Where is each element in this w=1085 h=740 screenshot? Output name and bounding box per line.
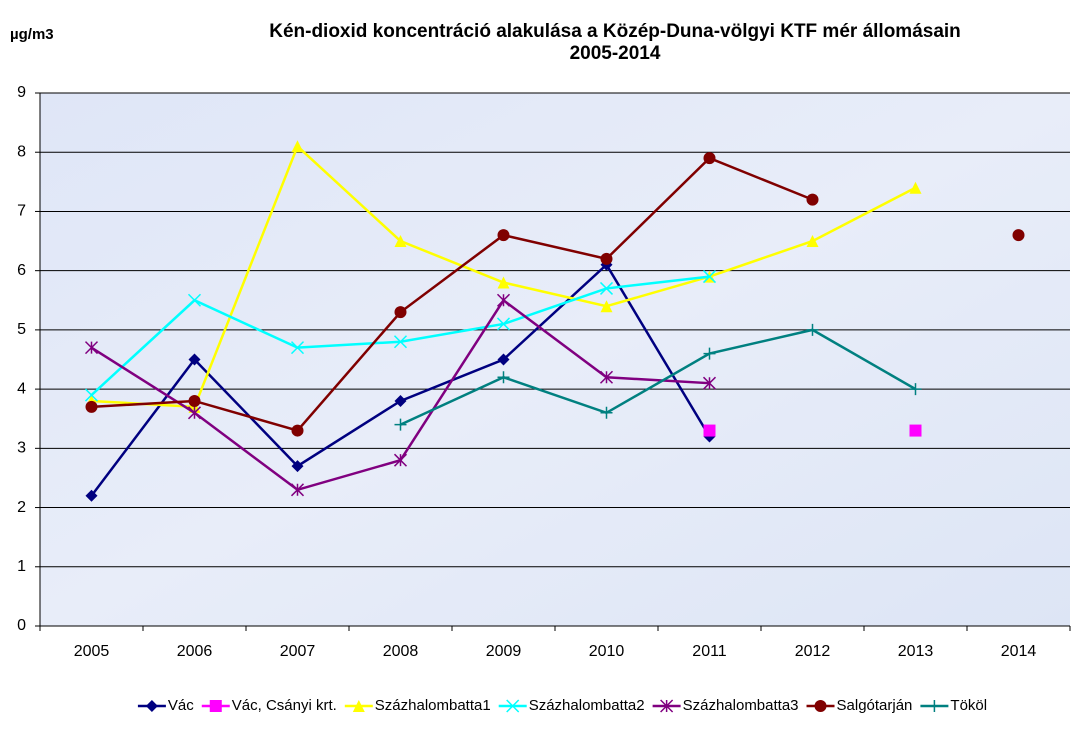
marker	[496, 317, 511, 331]
chart-title: 2005-2014	[570, 43, 661, 64]
marker	[806, 235, 819, 248]
series-line	[399, 328, 917, 426]
marker	[393, 453, 408, 467]
marker	[660, 699, 674, 713]
marker	[84, 341, 99, 355]
marker	[291, 460, 304, 473]
y-tick-label: 2	[17, 499, 26, 516]
x-tick-label: 2013	[898, 643, 934, 660]
marker	[497, 276, 510, 289]
marker	[84, 388, 99, 402]
marker	[393, 335, 408, 349]
marker	[600, 406, 613, 419]
marker	[145, 700, 158, 712]
marker	[394, 235, 407, 248]
marker	[188, 353, 201, 366]
marker	[806, 323, 819, 336]
marker	[291, 424, 304, 437]
x-tick-label: 2006	[177, 643, 213, 660]
marker	[188, 394, 201, 407]
marker	[209, 700, 222, 712]
legend-label: Tököl	[950, 697, 987, 714]
marker	[506, 699, 520, 713]
marker	[85, 489, 98, 502]
y-tick-label: 5	[17, 321, 26, 338]
y-tick-label: 6	[17, 262, 26, 279]
marker	[290, 341, 305, 355]
legend-label: Százhalombatta2	[529, 697, 645, 714]
marker	[85, 400, 98, 413]
x-tick-label: 2010	[589, 643, 625, 660]
marker	[187, 406, 202, 420]
marker	[497, 229, 510, 242]
y-tick-label: 3	[17, 440, 26, 457]
chart-title: Kén-dioxid koncentráció alakulása a Közé…	[269, 21, 961, 42]
marker	[497, 353, 510, 366]
plot-area	[40, 93, 1070, 626]
legend-label: Salgótarján	[837, 697, 913, 714]
x-tick-label: 2007	[280, 643, 316, 660]
marker	[703, 347, 716, 360]
y-tick-label: 4	[17, 380, 26, 397]
marker	[928, 700, 941, 712]
marker	[703, 152, 716, 165]
y-axis-unit: µg/m3	[10, 26, 54, 43]
marker	[702, 376, 717, 390]
marker	[394, 418, 407, 431]
legend-label: Százhalombatta3	[683, 697, 799, 714]
marker	[806, 193, 819, 206]
x-tick-label: 2009	[486, 643, 522, 660]
marker	[497, 371, 510, 384]
marker	[600, 252, 613, 265]
marker	[702, 270, 717, 284]
marker	[187, 293, 202, 307]
marker	[1012, 229, 1025, 242]
x-tick-label: 2014	[1001, 643, 1037, 660]
legend-label: Százhalombatta1	[375, 697, 491, 714]
y-tick-label: 7	[17, 203, 26, 220]
series-line	[91, 156, 813, 432]
marker	[703, 424, 716, 437]
marker	[352, 700, 365, 712]
marker	[600, 300, 613, 313]
x-tick-label: 2005	[74, 643, 110, 660]
x-tick-label: 2012	[795, 643, 831, 660]
marker	[909, 383, 922, 396]
marker	[909, 424, 922, 437]
marker	[814, 700, 827, 712]
y-tick-label: 9	[17, 84, 26, 101]
marker	[394, 394, 407, 407]
marker	[394, 306, 407, 319]
marker	[291, 140, 304, 153]
x-tick-label: 2008	[383, 643, 419, 660]
marker	[599, 281, 614, 295]
legend: Vác Vác, Csányi krt. Százhalombatta1 Százha…	[137, 697, 987, 714]
marker	[290, 483, 305, 497]
marker	[909, 181, 922, 194]
legend-label: Vác, Csányi krt.	[232, 697, 337, 714]
y-tick-label: 1	[17, 558, 26, 575]
legend-label: Vác	[168, 697, 194, 714]
x-tick-label: 2011	[692, 643, 727, 660]
y-tick-label: 8	[17, 143, 26, 160]
y-tick-label: 0	[17, 617, 26, 634]
marker	[496, 293, 511, 307]
marker	[599, 370, 614, 384]
